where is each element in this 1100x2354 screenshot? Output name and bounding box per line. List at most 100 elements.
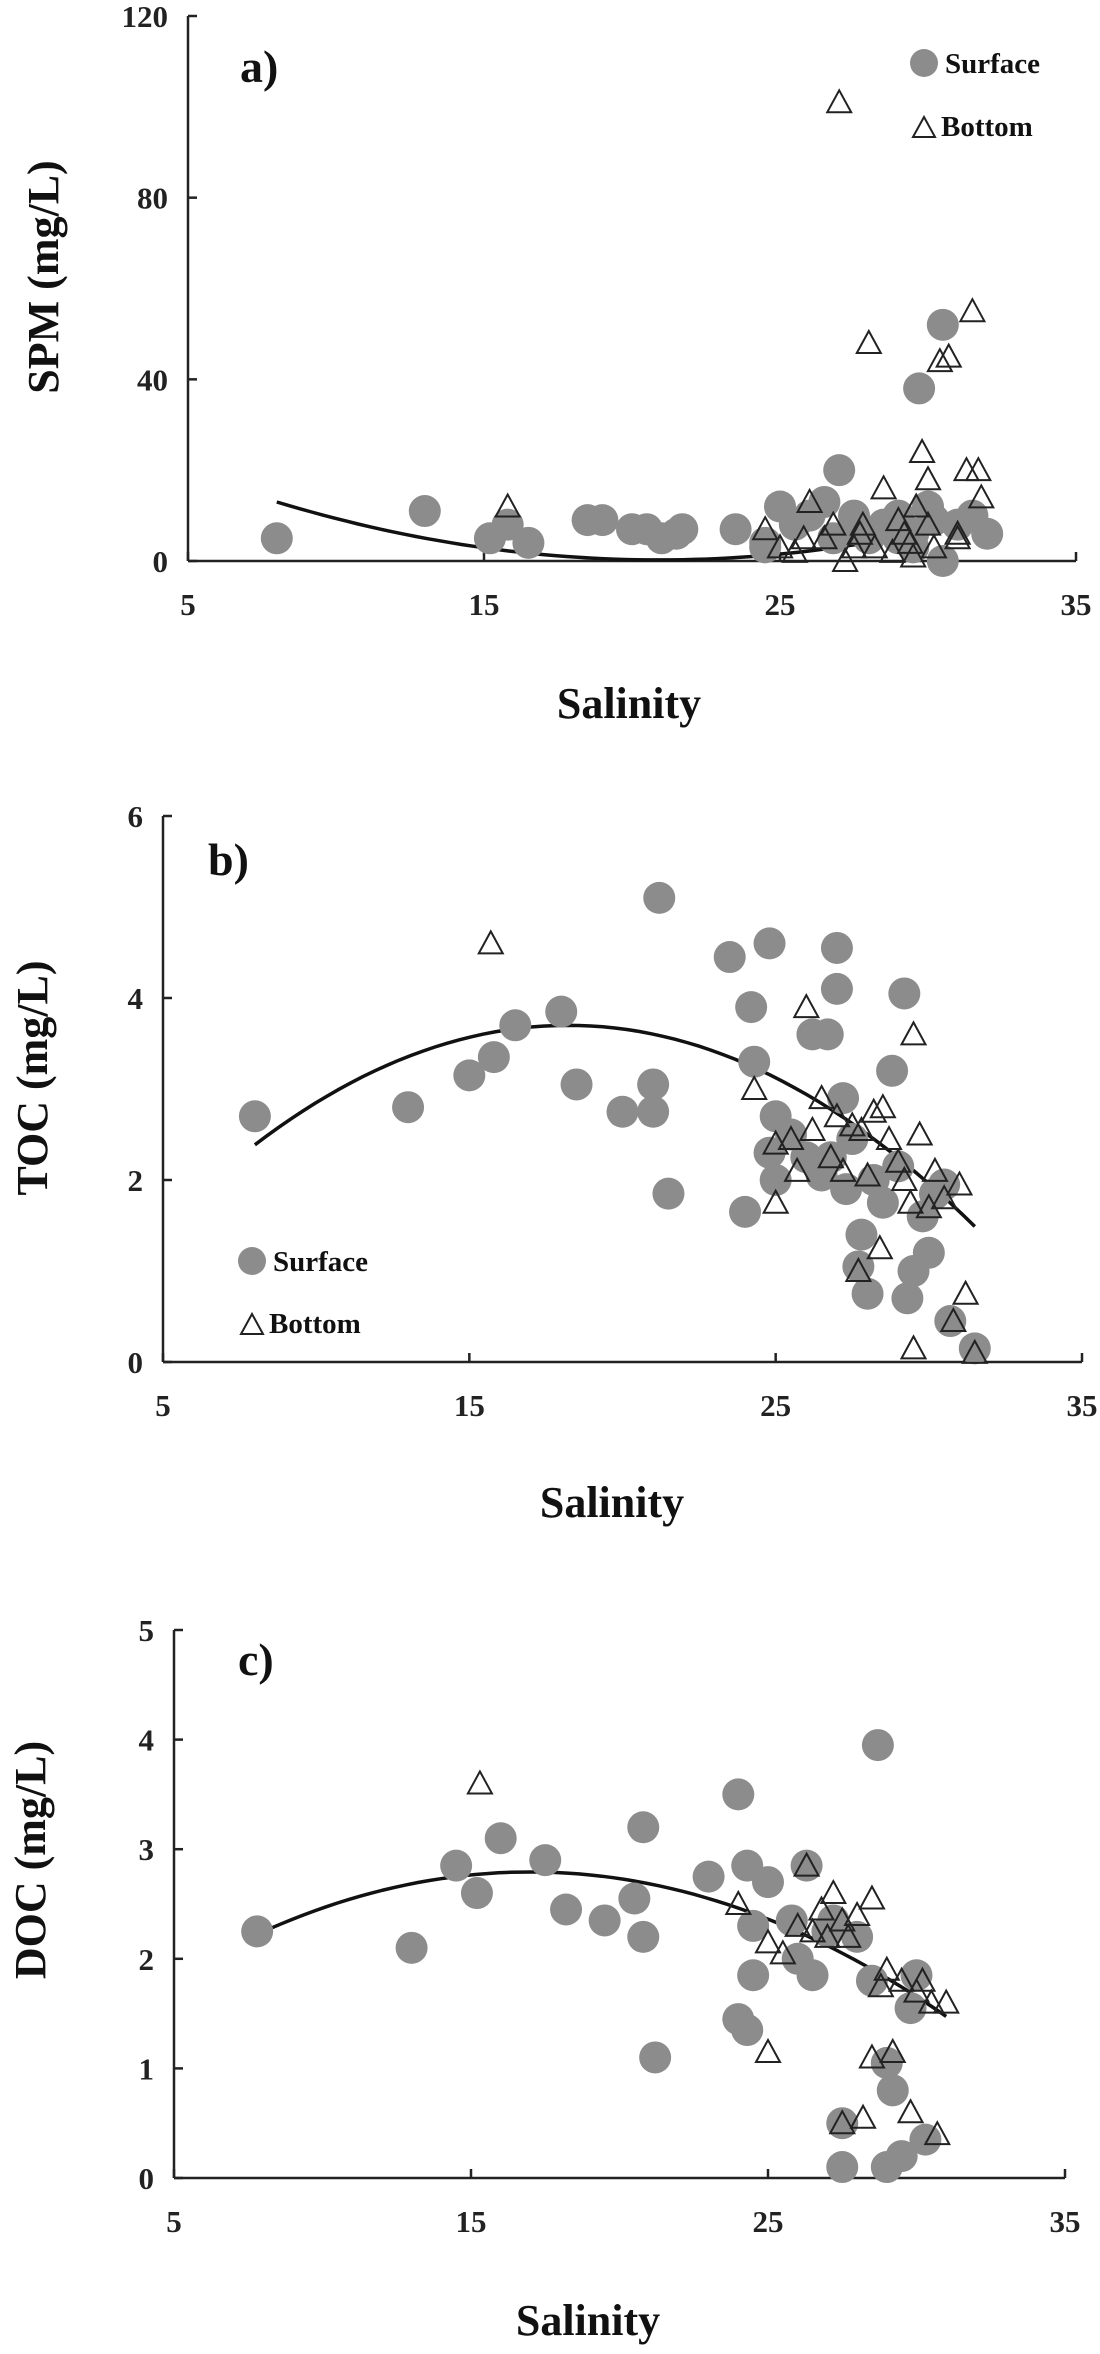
bottom-point [915, 1193, 943, 1219]
bottom-point [943, 519, 972, 545]
bottom-point [935, 342, 963, 368]
surface-point [827, 1082, 860, 1115]
y-tick-label: 80 [137, 181, 168, 216]
surface-point [588, 1904, 621, 1937]
surface-point [637, 1095, 670, 1128]
panel-label: b) [208, 834, 249, 885]
x-tick-label: 35 [1061, 587, 1092, 622]
bottom-point [861, 533, 889, 559]
bottom-point [819, 1878, 848, 1905]
y-tick-labels: 0 1 2 3 4 5 [139, 1613, 155, 2196]
surface-point [841, 1920, 874, 1953]
bottom-point [789, 524, 818, 550]
surface-point [885, 2140, 918, 2173]
surface-point [851, 1277, 884, 1310]
y-tick-label: 0 [128, 1345, 144, 1380]
y-tick-label: 40 [137, 362, 168, 397]
tick-marks [172, 1628, 1067, 2180]
surface-point [882, 1150, 915, 1183]
surface-point [529, 1844, 562, 1877]
panel-c: 5 15 25 35 0 1 2 3 4 5 c) DOC (mg/L) Salinity [6, 1613, 1081, 2345]
surface-point [550, 1893, 583, 1926]
surface-point [826, 2107, 859, 2140]
y-tick-label: 5 [139, 1613, 155, 1648]
surface-point [759, 1164, 792, 1196]
bottom-point [902, 492, 930, 518]
surface-point [753, 927, 786, 960]
y-tick-labels: 0 2 4 6 [128, 799, 144, 1380]
bottom-point [819, 510, 847, 536]
bottom-point [766, 533, 794, 559]
surface-point [861, 1729, 894, 1762]
y-tick-label: 4 [128, 981, 144, 1016]
bottom-point [875, 1124, 903, 1151]
x-tick-label: 5 [166, 2204, 182, 2239]
bottom-point [466, 1769, 494, 1795]
bottom-point [849, 2103, 877, 2129]
bottom-point [958, 297, 987, 323]
legend-surface-marker [910, 49, 938, 77]
panel-label: a) [240, 41, 278, 92]
bottom-point [866, 1234, 894, 1260]
data-points [260, 88, 1004, 577]
surface-point [888, 977, 921, 1010]
bottom-point [798, 1917, 827, 1943]
bottom-point [831, 546, 859, 572]
x-tick-label: 25 [753, 2204, 784, 2239]
bottom-point [777, 1124, 805, 1151]
surface-point [826, 2151, 859, 2184]
bottom-point [896, 1188, 925, 1214]
surface-point [260, 522, 293, 555]
bottom-point [867, 1972, 895, 1998]
bottom-point [884, 1147, 912, 1173]
y-tick-label: 4 [139, 1723, 155, 1758]
x-tick-labels: 5 15 25 35 [166, 2204, 1080, 2239]
surface-point [729, 1195, 762, 1228]
bottom-point [813, 1922, 842, 1948]
x-axis-label: Salinity [540, 1478, 684, 1527]
data-points [241, 1729, 960, 2184]
bottom-point [914, 510, 942, 536]
y-tick-label: 2 [139, 1942, 155, 1977]
surface-point [637, 1068, 670, 1101]
surface-point [820, 931, 853, 964]
bottom-point [761, 1188, 790, 1214]
surface-point [477, 1041, 510, 1074]
panel-b: 5 15 25 35 0 2 4 6 b) TOC (mg/L) Salinity Surf… [8, 799, 1098, 1527]
bottom-point [884, 506, 913, 532]
bottom-point [890, 1165, 919, 1191]
bottom-point [829, 1156, 857, 1182]
y-tick-labels: 0 40 80 120 [122, 0, 169, 579]
bottom-point [917, 1988, 946, 2014]
bottom-point [952, 456, 981, 482]
surface-point [823, 454, 856, 487]
surface-point [652, 1177, 685, 1210]
bottom-point [781, 537, 809, 563]
bottom-point [751, 515, 779, 541]
bottom-point [795, 487, 824, 513]
bottom-point [840, 533, 868, 559]
surface-point [719, 513, 752, 546]
bottom-point [754, 2037, 782, 2063]
surface-point [238, 1100, 271, 1133]
x-tick-label: 5 [155, 1388, 171, 1423]
bottom-point [914, 465, 942, 491]
bottom-point [905, 1120, 934, 1146]
x-tick-label: 15 [469, 587, 500, 622]
bottom-point [899, 1020, 928, 1046]
bottom-point [896, 2098, 925, 2124]
legend-bottom-label: Bottom [941, 111, 1033, 143]
bottom-point [823, 1102, 851, 1128]
bottom-point [945, 1170, 974, 1196]
surface-point [692, 1860, 725, 1893]
bottom-point [869, 474, 898, 500]
surface-point [790, 1849, 823, 1882]
surface-point [545, 995, 578, 1028]
bottom-point [817, 1143, 845, 1169]
bottom-point [843, 1900, 871, 1926]
y-axis-label: TOC (mg/L) [8, 960, 57, 1195]
bottom-point [939, 1306, 968, 1333]
x-tick-label: 25 [760, 1388, 791, 1423]
bottom-point [783, 1156, 811, 1182]
